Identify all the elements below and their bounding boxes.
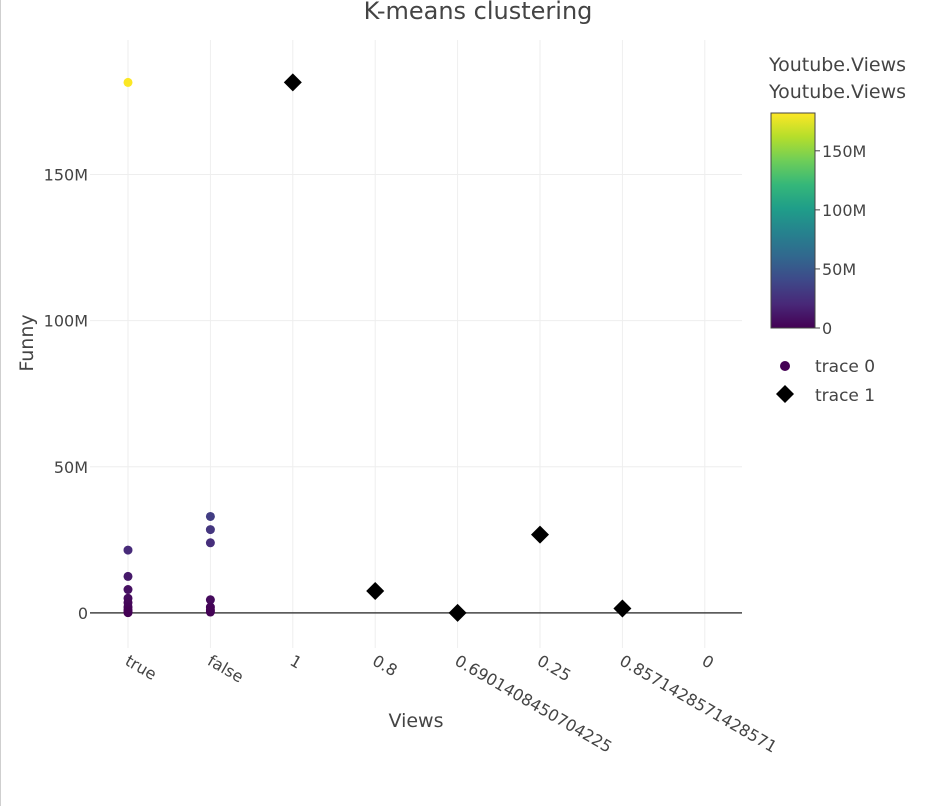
trace-0-point bbox=[205, 607, 215, 617]
colorbar-tick-label: 50M bbox=[822, 260, 856, 279]
trace-1-point bbox=[366, 582, 385, 600]
y-tick-label: 150M bbox=[44, 165, 88, 184]
colorbar-tick-label: 100M bbox=[822, 201, 866, 220]
x-tick-label: 0.25 bbox=[534, 651, 574, 685]
y-tick-label: 50M bbox=[54, 458, 88, 477]
y-tick-label: 0 bbox=[78, 604, 88, 623]
legend-item-trace-0[interactable]: trace 0 bbox=[780, 357, 875, 377]
grid-lines bbox=[90, 40, 742, 648]
trace-0-point bbox=[123, 608, 133, 618]
x-tick-label: false bbox=[204, 651, 246, 686]
trace-0-point bbox=[205, 538, 215, 548]
colorbar-title-line-2: Youtube.Views bbox=[768, 81, 906, 103]
legend-label-trace-0: trace 0 bbox=[815, 357, 875, 377]
colorbar-title-line-1: Youtube.Views bbox=[768, 54, 906, 76]
legend[interactable]: trace 0 trace 1 bbox=[776, 357, 875, 406]
x-tick-label: 1 bbox=[287, 651, 305, 673]
trace-1-point bbox=[613, 599, 632, 618]
y-axis-label: Funny bbox=[16, 314, 38, 371]
frame-border bbox=[0, 0, 1, 806]
trace-0-point bbox=[205, 595, 215, 605]
legend-circle-marker bbox=[780, 361, 790, 371]
colorbar-ticks: 0 50M 100M 150M bbox=[815, 142, 866, 338]
x-tick-label: 0 bbox=[699, 651, 717, 673]
legend-label-trace-1: trace 1 bbox=[815, 386, 875, 406]
trace-1-point bbox=[448, 603, 467, 622]
colorbar-tick-label: 150M bbox=[822, 142, 866, 161]
data-points bbox=[123, 73, 632, 622]
trace-0-point bbox=[123, 545, 133, 555]
x-tick-label: true bbox=[122, 651, 160, 684]
trace-0-point bbox=[123, 585, 133, 595]
colorbar: Youtube.Views Youtube.Views 0 50M 100M 150M bbox=[768, 54, 906, 338]
legend-item-trace-1[interactable]: trace 1 bbox=[776, 385, 875, 406]
colorbar-gradient bbox=[770, 112, 816, 329]
chart-title: K-means clustering bbox=[364, 0, 593, 25]
x-tick-label: 0.8 bbox=[369, 651, 401, 680]
legend-diamond-marker bbox=[776, 385, 794, 403]
y-tick-label: 100M bbox=[44, 312, 88, 331]
colorbar-tick-label: 0 bbox=[822, 319, 832, 338]
trace-0-point bbox=[205, 525, 215, 535]
trace-1-point bbox=[283, 73, 302, 92]
x-axis-label: Views bbox=[389, 710, 444, 732]
trace-0-point bbox=[205, 511, 215, 521]
trace-1-point bbox=[531, 525, 549, 544]
trace-0-point bbox=[123, 571, 133, 581]
trace-0-point bbox=[123, 77, 133, 87]
